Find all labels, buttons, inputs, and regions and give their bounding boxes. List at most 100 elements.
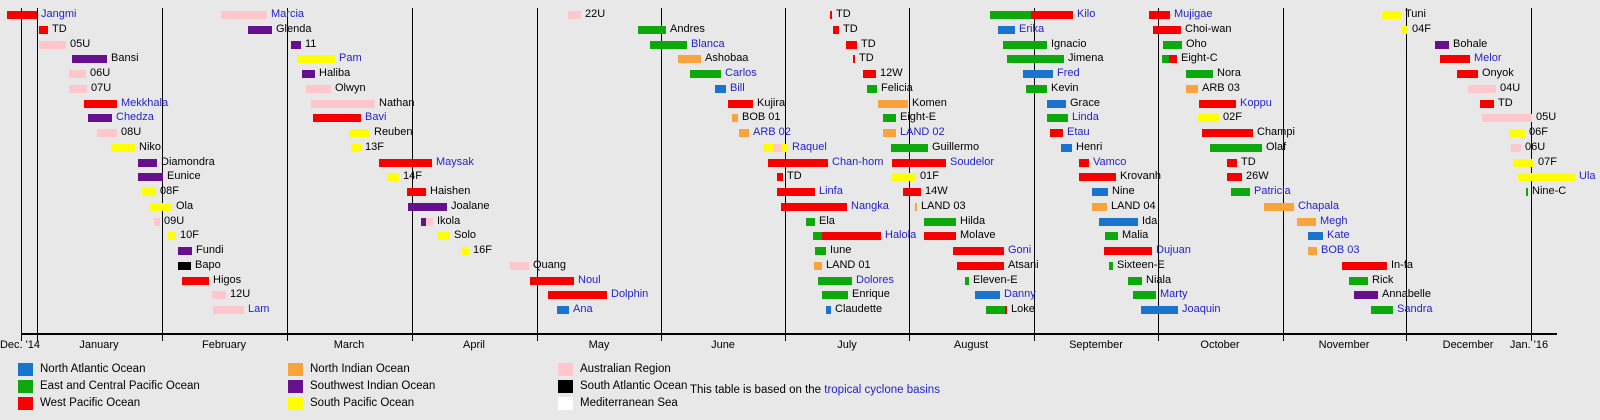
storm-label: Reuben: [374, 126, 413, 138]
storm-label[interactable]: Marcia: [271, 8, 305, 20]
storm-label: Quang: [533, 259, 567, 271]
storm-label[interactable]: Noul: [578, 274, 601, 286]
storm-bar: [182, 277, 209, 285]
storm-label[interactable]: Chedza: [116, 111, 154, 123]
storm-label[interactable]: Marty: [1160, 288, 1188, 300]
storm-label[interactable]: Chan-hom: [832, 156, 884, 168]
storm-label[interactable]: Dolores: [856, 274, 894, 286]
storm-label[interactable]: Goni: [1008, 244, 1032, 256]
storm-bar: [1047, 100, 1066, 108]
storm-label[interactable]: BOB 03: [1321, 244, 1360, 256]
storm-bar: [313, 114, 361, 122]
storm-bar: [965, 277, 969, 285]
storm-bar: [1141, 306, 1178, 314]
storm-bar: [557, 306, 569, 314]
storm-bar: [768, 159, 828, 167]
storm-bar: [915, 203, 917, 211]
storm-bar: [1382, 11, 1401, 19]
storm-bar: [1342, 262, 1387, 270]
storm-label[interactable]: Jangmi: [41, 8, 77, 20]
storm-bar: [138, 173, 163, 181]
storm-bar: [1468, 85, 1496, 93]
storm-label: 16F: [473, 244, 492, 256]
storm-label: In-fa: [1391, 259, 1414, 271]
storm-label[interactable]: Bavi: [365, 111, 387, 123]
axis-tick: [1531, 335, 1532, 341]
storm-label[interactable]: Maysak: [436, 156, 474, 168]
storm-label[interactable]: Fred: [1057, 67, 1080, 79]
storm-label[interactable]: Bill: [730, 82, 745, 94]
storm-label: 06U: [90, 67, 111, 79]
storm-label[interactable]: Blanca: [691, 38, 725, 50]
storm-bar: [826, 306, 831, 314]
storm-label[interactable]: Ana: [573, 303, 593, 315]
storm-label: Ignacio: [1051, 38, 1087, 50]
storm-label: 08U: [121, 126, 142, 138]
note-text: This table is based on the: [690, 384, 825, 396]
storm-label[interactable]: Melor: [1474, 52, 1502, 64]
storm-bar: [830, 11, 832, 19]
storm-label[interactable]: Chapala: [1298, 200, 1339, 212]
storm-label[interactable]: Raquel: [792, 141, 827, 153]
storm-label[interactable]: Joaquin: [1182, 303, 1221, 315]
storm-label[interactable]: Ula: [1579, 170, 1596, 182]
storm-label[interactable]: Linfa: [819, 185, 843, 197]
storm-bar: [1435, 41, 1449, 49]
storm-label: Nine: [1112, 185, 1135, 197]
storm-bar: [1231, 188, 1250, 196]
storm-bar: [1031, 11, 1073, 19]
storm-label[interactable]: Danny: [1004, 288, 1036, 300]
storm-label[interactable]: Carlos: [725, 67, 757, 79]
storm-bar: [1023, 70, 1053, 78]
storm-label[interactable]: Patricia: [1254, 185, 1291, 197]
storm-label[interactable]: LAND 02: [900, 126, 945, 138]
month-gridline: [1283, 8, 1284, 334]
storm-label[interactable]: Dolphin: [611, 288, 649, 300]
storm-label[interactable]: Pam: [339, 52, 362, 64]
storm-label[interactable]: Megh: [1320, 215, 1348, 227]
storm-label: 10F: [180, 229, 199, 241]
storm-bar: [297, 55, 335, 63]
storm-label[interactable]: Kate: [1327, 229, 1350, 241]
storm-bar: [1128, 277, 1142, 285]
storm-bar: [818, 277, 852, 285]
storm-label[interactable]: Linda: [1072, 111, 1099, 123]
axis-tick: [661, 335, 662, 341]
month-label-dec-14: Dec. '14: [0, 339, 41, 351]
legend-swatch-ep: [18, 380, 33, 393]
storm-bar: [568, 11, 581, 19]
storm-label[interactable]: Dujuan: [1156, 244, 1191, 256]
storm-label: Krovanh: [1120, 170, 1161, 182]
storm-bar: [814, 262, 822, 270]
storm-label[interactable]: Mekkhala: [121, 97, 169, 109]
legend-swatch-me: [558, 397, 573, 410]
storm-label[interactable]: Sandra: [1397, 303, 1433, 315]
storm-label: Andres: [670, 23, 705, 35]
storm-label: Malia: [1122, 229, 1149, 241]
month-label-jan-16: Jan. '16: [1509, 339, 1549, 351]
storm-label[interactable]: Nangka: [851, 200, 889, 212]
storm-label[interactable]: Etau: [1067, 126, 1090, 138]
storm-label[interactable]: Vamco: [1093, 156, 1127, 168]
storm-bar: [878, 100, 908, 108]
storm-bar: [1162, 55, 1169, 63]
storm-label[interactable]: ARB 02: [753, 126, 791, 138]
storm-label[interactable]: Lam: [248, 303, 270, 315]
tropical-cyclone-basins-link[interactable]: tropical cyclone basins: [824, 384, 940, 396]
storm-label[interactable]: Erika: [1019, 23, 1045, 35]
storm-label: TD: [1498, 97, 1513, 109]
storm-label: Ashobaa: [705, 52, 749, 64]
storm-label[interactable]: Koppu: [1240, 97, 1272, 109]
storm-bar: [777, 188, 815, 196]
storm-label[interactable]: Kilo: [1077, 8, 1096, 20]
storm-label[interactable]: Mujigae: [1174, 8, 1213, 20]
storm-label: Eight-E: [900, 111, 937, 123]
storm-bar: [781, 203, 847, 211]
month-gridline: [661, 8, 662, 334]
storm-bar: [88, 114, 112, 122]
storm-bar: [7, 11, 37, 19]
storm-label: Higos: [213, 274, 242, 286]
storm-label[interactable]: Halola: [885, 229, 917, 241]
storm-label[interactable]: Soudelor: [950, 156, 995, 168]
storm-bar: [1099, 218, 1138, 226]
